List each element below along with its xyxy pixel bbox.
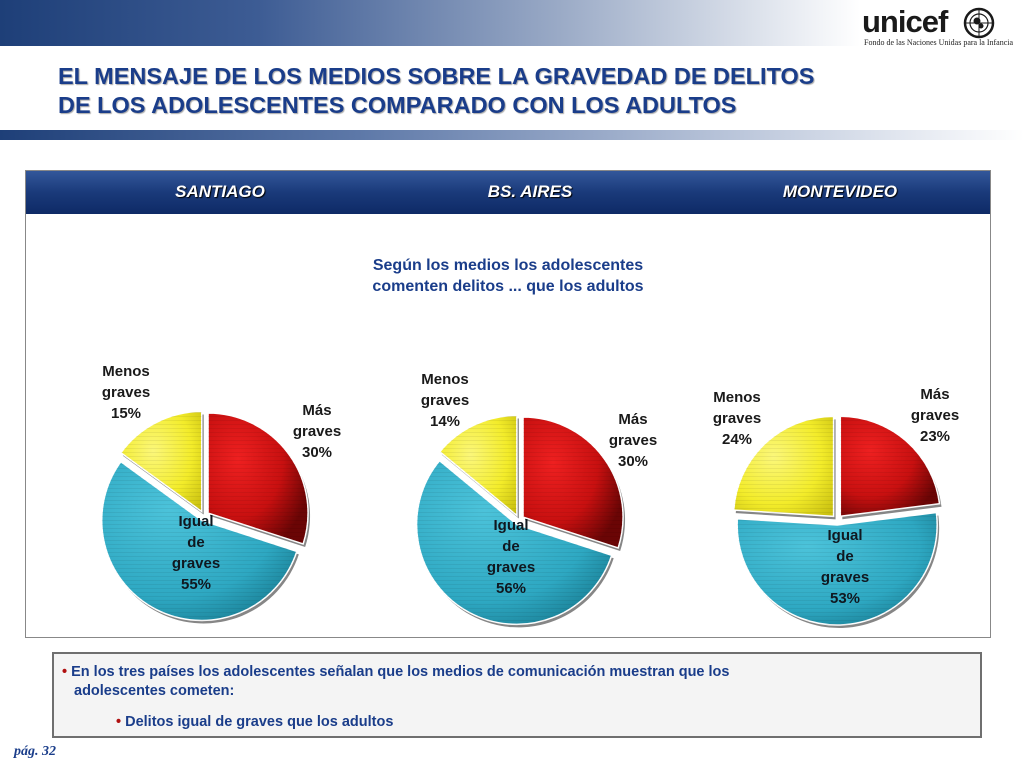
pie-santiago-igual-de-graves-texture [101,461,297,621]
pie-bs-aires-mas-graves-label-line: 30% [618,453,648,470]
title-line-1: EL MENSAJE DE LOS MEDIOS SOBRE LA GRAVED… [58,63,815,89]
pie-santiago-igual-de-graves-label-line: de [187,534,205,551]
page-number: pág. 32 [14,744,56,759]
unicef-emblem-icon [963,7,995,39]
pie-santiago-mas-graves-label-line: Más [302,402,331,419]
pie-montevideo-menos-graves-texture [733,416,834,517]
pie-bs-aires-mas-graves-label-line: Más [618,411,647,428]
unicef-logo: unicef Fondo de las Naciones Unidas para… [862,4,1022,50]
subtitle-line-1: Según los medios los adolescentes [372,257,644,274]
pie-santiago-mas-graves-label: Más graves 30% [293,402,341,461]
note-bullet-1: • En los tres países los adolescentes se… [62,663,729,682]
pie-bs-aires-menos-graves-label-line: graves [421,392,469,409]
pie-montevideo-igual-de-graves-label-line: 53% [830,590,860,607]
pie-montevideo-mas-graves-label-line: Más [920,386,949,403]
pie-montevideo-mas-graves-label-line: 23% [920,428,950,445]
subtitle-line-2: comenten delitos ... que los adultos [372,278,644,295]
note-sub-text: Delitos igual de graves que los adultos [125,714,394,730]
pie-bs-aires-igual-de-graves-label-line: 56% [496,580,526,597]
summary-note-box: • En los tres países los adolescentes se… [52,652,982,738]
pie-santiago-menos-graves-label-line: graves [102,384,150,401]
note-line-2: adolescentes cometen: [74,683,235,699]
pie-santiago-mas-graves-label-line: 30% [302,444,332,461]
pie-santiago-menos-graves-label-line: 15% [111,405,141,422]
logo-wordmark: unicef [862,4,948,39]
pie-montevideo-igual-de-graves-label-line: graves [821,569,869,586]
pie-bs-aires-mas-graves-texture [523,417,624,548]
chart-subtitle: Según los medios los adolescentes coment… [326,255,690,297]
pie-bs-aires-menos-graves-label-line: 14% [430,413,460,430]
city-santiago: SANTIAGO [175,182,265,201]
note-line-1: En los tres países los adolescentes seña… [71,664,730,680]
logo-subtitle: Fondo de las Naciones Unidas para la Inf… [864,38,1014,47]
pie-santiago-igual-de-graves-label-line: Igual [178,513,213,530]
pie-montevideo-mas-graves-label: Más graves 23% [911,386,959,445]
pie-santiago-mas-graves-label-line: graves [293,423,341,440]
pie-montevideo-igual-de-graves-label-line: Igual [827,527,862,544]
pie-montevideo-mas-graves-label-line: graves [911,407,959,424]
title-underline-band [0,130,1024,140]
city-montevideo: MONTEVIDEO [782,182,898,201]
city-bs-aires: BS. AIRES [487,182,573,201]
pie-santiago-menos-graves-label-line: Menos [102,363,150,380]
header-gradient-band [0,0,860,46]
pie-bs-aires-menos-graves-label: Menos graves 14% [421,371,469,430]
pie-bs-aires-igual-de-graves-label-line: graves [487,559,535,576]
pie-bs-aires-mas-graves-label-line: graves [609,432,657,449]
pie-santiago-mas-graves-texture [208,413,309,544]
note-sub-bullet: • Delitos igual de graves que los adulto… [116,713,393,732]
title-line-2: DE LOS ADOLESCENTES COMPARADO CON LOS AD… [58,92,737,118]
pie-santiago-menos-graves-texture [120,411,202,512]
pie-montevideo-igual-de-graves-texture [737,512,938,625]
pie-bs-aires-igual-de-graves-label-line: Igual [493,517,528,534]
bullet-icon: • [62,664,68,680]
pie-bs-aires-mas-graves-label: Más graves 30% [609,411,657,470]
pie-montevideo-menos-graves-label-line: Menos [713,389,761,406]
pie-bs-aires-igual-de-graves-label: Igual de graves 56% [487,517,535,597]
pie-montevideo-mas-graves-texture [840,416,940,517]
pie-montevideo-menos-graves-label-line: graves [713,410,761,427]
pie-montevideo-igual-de-graves-label-line: de [836,548,854,565]
pie-bs-aires-igual-de-graves-texture [416,460,612,625]
pie-montevideo-menos-graves-label: Menos graves 24% [713,389,761,448]
pie-bs-aires-menos-graves-texture [439,415,517,516]
pie-santiago-igual-de-graves-label-line: graves [172,555,220,572]
sub-bullet-icon: • [116,714,122,730]
page-title: EL MENSAJE DE LOS MEDIOS SOBRE LA GRAVED… [58,62,1008,120]
city-header-bar: SANTIAGO BS. AIRES MONTEVIDEO [26,171,990,214]
pie-santiago-igual-de-graves-label: Igual de graves 55% [172,513,220,593]
pie-montevideo-igual-de-graves-label: Igual de graves 53% [821,527,869,607]
pie-bs-aires-menos-graves-label-line: Menos [421,371,469,388]
pie-santiago-igual-de-graves-label-line: 55% [181,576,211,593]
pie-bs-aires-igual-de-graves-label-line: de [502,538,520,555]
pie-santiago-menos-graves-label: Menos graves 15% [102,363,150,422]
pie-montevideo-menos-graves-label-line: 24% [722,431,752,448]
